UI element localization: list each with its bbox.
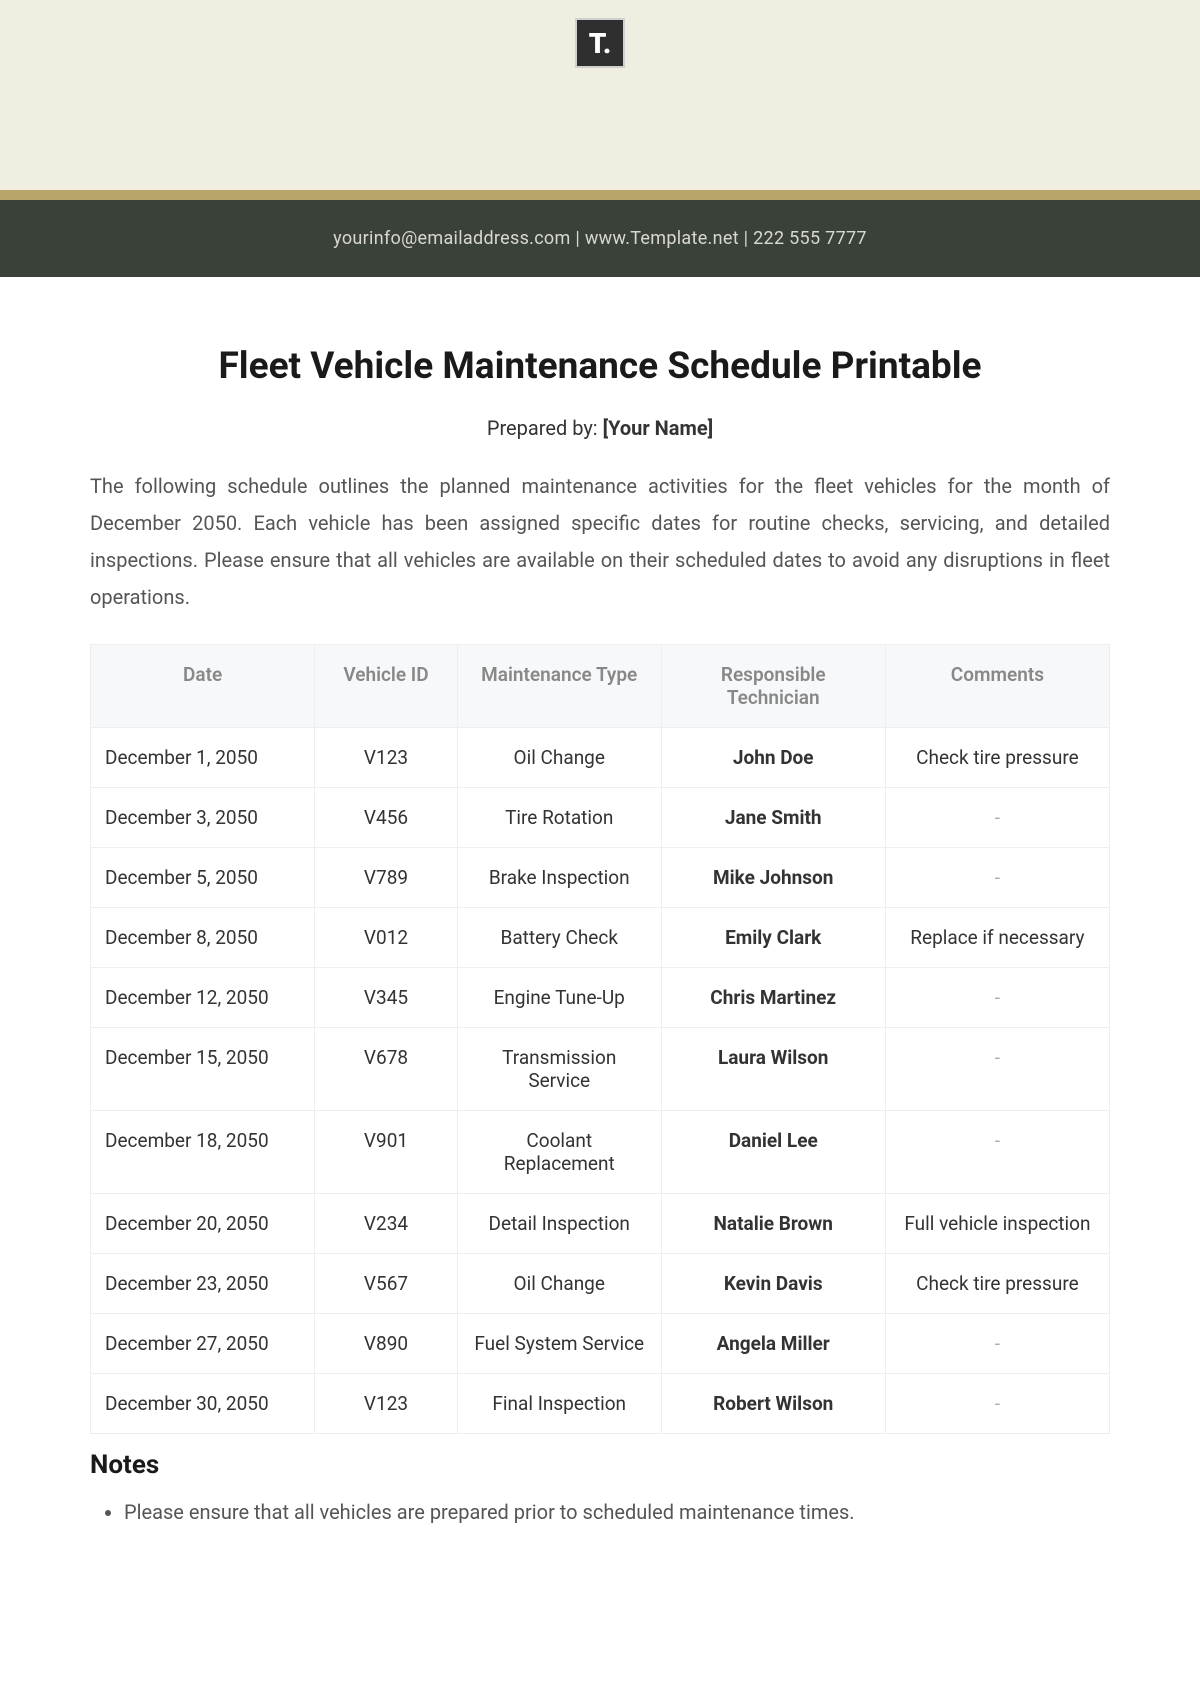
cell-date: December 5, 2050 <box>91 848 315 908</box>
cell-vehicle-id: V234 <box>315 1194 458 1254</box>
logo-icon: T. <box>575 18 625 68</box>
table-row: December 5, 2050V789Brake InspectionMike… <box>91 848 1110 908</box>
cell-vehicle-id: V789 <box>315 848 458 908</box>
cell-maintenance-type: Tire Rotation <box>457 788 661 848</box>
cell-technician: Chris Martinez <box>661 968 885 1028</box>
cell-technician: Jane Smith <box>661 788 885 848</box>
cell-maintenance-type: Brake Inspection <box>457 848 661 908</box>
cell-comments: - <box>885 788 1109 848</box>
cell-vehicle-id: V901 <box>315 1111 458 1194</box>
table-row: December 23, 2050V567Oil ChangeKevin Dav… <box>91 1254 1110 1314</box>
cell-maintenance-type: Final Inspection <box>457 1374 661 1434</box>
col-header-comments: Comments <box>885 645 1109 728</box>
cell-vehicle-id: V123 <box>315 728 458 788</box>
cell-date: December 27, 2050 <box>91 1314 315 1374</box>
cell-date: December 3, 2050 <box>91 788 315 848</box>
cell-comments: Full vehicle inspection <box>885 1194 1109 1254</box>
cell-maintenance-type: Transmission Service <box>457 1028 661 1111</box>
cell-technician: Angela Miller <box>661 1314 885 1374</box>
table-row: December 12, 2050V345Engine Tune-UpChris… <box>91 968 1110 1028</box>
cell-vehicle-id: V123 <box>315 1374 458 1434</box>
cell-maintenance-type: Oil Change <box>457 1254 661 1314</box>
cell-comments: Check tire pressure <box>885 728 1109 788</box>
cell-vehicle-id: V345 <box>315 968 458 1028</box>
maintenance-table: Date Vehicle ID Maintenance Type Respons… <box>90 644 1110 1434</box>
cell-date: December 1, 2050 <box>91 728 315 788</box>
cell-date: December 20, 2050 <box>91 1194 315 1254</box>
cell-maintenance-type: Detail Inspection <box>457 1194 661 1254</box>
intro-paragraph: The following schedule outlines the plan… <box>90 468 1110 616</box>
cell-technician: Kevin Davis <box>661 1254 885 1314</box>
notes-list: Please ensure that all vehicles are prep… <box>90 1494 1110 1530</box>
table-row: December 27, 2050V890Fuel System Service… <box>91 1314 1110 1374</box>
cell-vehicle-id: V567 <box>315 1254 458 1314</box>
cell-comments: - <box>885 1374 1109 1434</box>
cell-maintenance-type: Fuel System Service <box>457 1314 661 1374</box>
separator: | <box>571 228 585 249</box>
logo-text: T. <box>589 27 612 60</box>
cell-technician: Emily Clark <box>661 908 885 968</box>
cell-technician: Natalie Brown <box>661 1194 885 1254</box>
cell-vehicle-id: V678 <box>315 1028 458 1111</box>
table-row: December 30, 2050V123Final InspectionRob… <box>91 1374 1110 1434</box>
cell-date: December 8, 2050 <box>91 908 315 968</box>
notes-heading: Notes <box>90 1450 1110 1480</box>
cell-date: December 23, 2050 <box>91 1254 315 1314</box>
cell-comments: - <box>885 1111 1109 1194</box>
table-row: December 18, 2050V901Coolant Replacement… <box>91 1111 1110 1194</box>
cell-maintenance-type: Engine Tune-Up <box>457 968 661 1028</box>
table-row: December 8, 2050V012Battery CheckEmily C… <box>91 908 1110 968</box>
cell-comments: - <box>885 1314 1109 1374</box>
gold-divider <box>0 190 1200 200</box>
notes-item: Please ensure that all vehicles are prep… <box>124 1494 1110 1530</box>
cell-maintenance-type: Battery Check <box>457 908 661 968</box>
col-header-technician: Responsible Technician <box>661 645 885 728</box>
header-banner: T. <box>0 0 1200 190</box>
cell-vehicle-id: V890 <box>315 1314 458 1374</box>
cell-technician: Robert Wilson <box>661 1374 885 1434</box>
cell-maintenance-type: Oil Change <box>457 728 661 788</box>
cell-comments: - <box>885 968 1109 1028</box>
cell-vehicle-id: V012 <box>315 908 458 968</box>
table-row: December 15, 2050V678Transmission Servic… <box>91 1028 1110 1111</box>
col-header-vehicle-id: Vehicle ID <box>315 645 458 728</box>
cell-technician: Laura Wilson <box>661 1028 885 1111</box>
cell-comments: Replace if necessary <box>885 908 1109 968</box>
cell-technician: Mike Johnson <box>661 848 885 908</box>
prepared-by-name: [Your Name] <box>603 416 714 440</box>
cell-vehicle-id: V456 <box>315 788 458 848</box>
col-header-date: Date <box>91 645 315 728</box>
separator: | <box>739 228 753 249</box>
contact-phone: 222 555 7777 <box>753 228 867 249</box>
cell-date: December 18, 2050 <box>91 1111 315 1194</box>
cell-maintenance-type: Coolant Replacement <box>457 1111 661 1194</box>
table-row: December 20, 2050V234Detail InspectionNa… <box>91 1194 1110 1254</box>
table-header-row: Date Vehicle ID Maintenance Type Respons… <box>91 645 1110 728</box>
content-area: Fleet Vehicle Maintenance Schedule Print… <box>0 277 1200 1530</box>
cell-technician: Daniel Lee <box>661 1111 885 1194</box>
cell-comments: - <box>885 1028 1109 1111</box>
prepared-by-line: Prepared by: [Your Name] <box>90 416 1110 440</box>
table-row: December 3, 2050V456Tire RotationJane Sm… <box>91 788 1110 848</box>
contact-email: yourinfo@emailaddress.com <box>333 228 570 249</box>
prepared-by-label: Prepared by: <box>487 416 603 440</box>
page-title: Fleet Vehicle Maintenance Schedule Print… <box>90 345 1110 388</box>
cell-comments: - <box>885 848 1109 908</box>
cell-comments: Check tire pressure <box>885 1254 1109 1314</box>
cell-date: December 15, 2050 <box>91 1028 315 1111</box>
col-header-maintenance-type: Maintenance Type <box>457 645 661 728</box>
table-body: December 1, 2050V123Oil ChangeJohn DoeCh… <box>91 728 1110 1434</box>
cell-date: December 12, 2050 <box>91 968 315 1028</box>
cell-date: December 30, 2050 <box>91 1374 315 1434</box>
table-row: December 1, 2050V123Oil ChangeJohn DoeCh… <box>91 728 1110 788</box>
contact-website: www.Template.net <box>585 228 739 249</box>
contact-bar: yourinfo@emailaddress.com | www.Template… <box>0 200 1200 277</box>
cell-technician: John Doe <box>661 728 885 788</box>
